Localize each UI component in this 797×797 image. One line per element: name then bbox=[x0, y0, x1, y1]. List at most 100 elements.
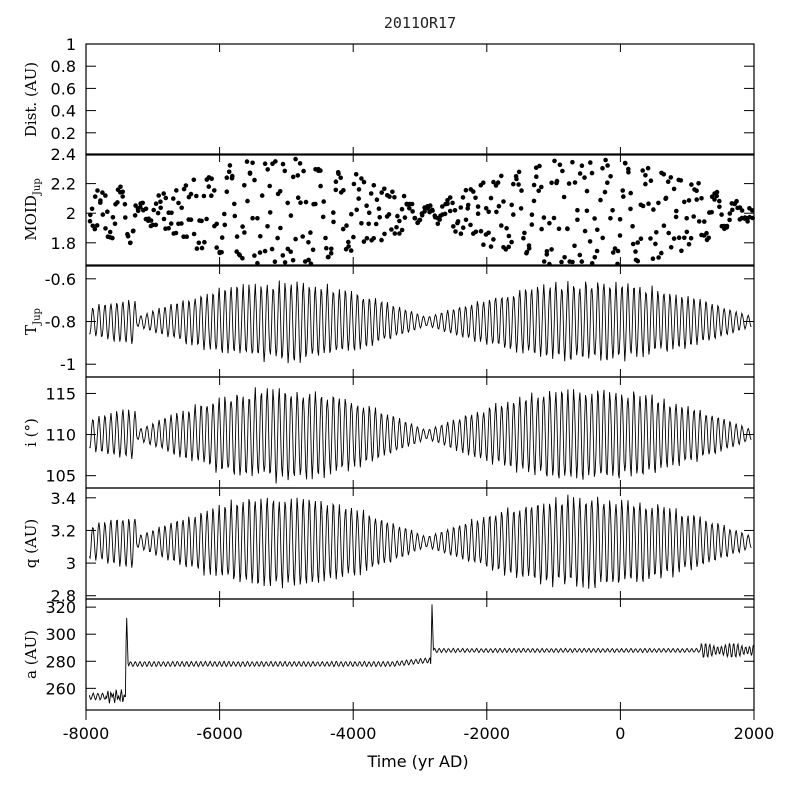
scatter-point-80 bbox=[188, 217, 194, 222]
y-axis-label-dist: Dist. (AU) bbox=[22, 62, 40, 137]
scatter-point-342 bbox=[522, 230, 527, 236]
scatter-point-100 bbox=[214, 245, 219, 250]
scatter-point-178 bbox=[313, 201, 318, 207]
scatter-point-466 bbox=[682, 199, 687, 205]
y-tick-label-moid-0: 1.8 bbox=[51, 234, 76, 253]
y-tick-label-a-1: 280 bbox=[45, 652, 76, 671]
scatter-point-454 bbox=[666, 230, 671, 236]
scatter-point-191 bbox=[331, 219, 336, 225]
scatter-point-502 bbox=[727, 211, 733, 216]
scatter-point-404 bbox=[603, 157, 608, 163]
scatter-point-188 bbox=[325, 254, 331, 260]
panel-frame-dist bbox=[85, 43, 755, 156]
scatter-point-254 bbox=[409, 201, 415, 207]
scatter-point-104 bbox=[219, 235, 225, 240]
scatter-point-197 bbox=[338, 175, 344, 181]
scatter-point-99 bbox=[212, 188, 217, 193]
scatter-point-119 bbox=[237, 253, 243, 258]
scatter-point-168 bbox=[301, 168, 306, 174]
scatter-point-155 bbox=[285, 246, 291, 252]
scatter-point-393 bbox=[587, 239, 593, 244]
scatter-point-463 bbox=[679, 248, 684, 254]
scatter-point-196 bbox=[335, 170, 341, 175]
y-tick-label-incl-0: 105 bbox=[45, 467, 76, 486]
scatter-point-31 bbox=[125, 231, 130, 237]
scatter-point-482 bbox=[702, 219, 707, 224]
scatter-point-303 bbox=[473, 195, 478, 201]
scatter-point-256 bbox=[412, 215, 418, 221]
scatter-point-220 bbox=[366, 210, 372, 216]
scatter-point-167 bbox=[300, 234, 306, 239]
scatter-point-459 bbox=[673, 214, 679, 220]
scatter-point-245 bbox=[399, 206, 405, 212]
scatter-point-209 bbox=[354, 207, 360, 213]
scatter-point-229 bbox=[379, 190, 385, 195]
y-tick-label-a-0: 260 bbox=[45, 679, 76, 698]
scatter-point-477 bbox=[696, 219, 702, 224]
scatter-point-430 bbox=[635, 240, 640, 245]
scatter-point-151 bbox=[280, 253, 286, 258]
scatter-point-285 bbox=[450, 200, 455, 206]
scatter-point-76 bbox=[183, 183, 189, 188]
scatter-point-89 bbox=[199, 245, 205, 251]
scatter-point-423 bbox=[628, 190, 633, 196]
scatter-point-171 bbox=[306, 257, 311, 263]
scatter-point-301 bbox=[471, 189, 476, 194]
scatter-point-399 bbox=[595, 227, 600, 233]
scatter-point-28 bbox=[123, 215, 128, 220]
scatter-point-354 bbox=[536, 188, 541, 194]
scatter-point-439 bbox=[648, 178, 654, 183]
scatter-point-446 bbox=[656, 200, 661, 206]
panel-q: 2.8 3 3.2 3.4 q (AU) bbox=[22, 487, 755, 606]
scatter-point-137 bbox=[262, 248, 268, 254]
scatter-point-208 bbox=[351, 181, 357, 187]
y-axis-label-a: a (AU) bbox=[22, 630, 40, 679]
scatter-point-83 bbox=[191, 177, 197, 183]
scatter-point-364 bbox=[549, 180, 554, 186]
panel-moid: 1.8 2 2.2 2.4 MOIDJup bbox=[22, 145, 755, 267]
scatter-point-360 bbox=[544, 252, 550, 257]
scatter-point-21 bbox=[112, 221, 118, 227]
scatter-point-323 bbox=[499, 223, 504, 228]
scatter-point-267 bbox=[428, 203, 433, 208]
scatter-point-338 bbox=[516, 169, 522, 175]
chart-title: 2011OR17 bbox=[384, 14, 456, 32]
y-axis-label-incl: i (°) bbox=[22, 418, 40, 447]
scatter-point-13 bbox=[103, 193, 108, 198]
scatter-point-190 bbox=[329, 246, 334, 252]
scatter-point-176 bbox=[310, 247, 316, 253]
y-tick-label-dist-1: 0.4 bbox=[51, 102, 76, 121]
scatter-point-163 bbox=[295, 173, 301, 178]
series-line-incl bbox=[89, 387, 752, 484]
scatter-point-483 bbox=[704, 230, 709, 236]
scatter-point-300 bbox=[468, 222, 473, 228]
scatter-point-123 bbox=[242, 183, 247, 188]
scatter-point-402 bbox=[600, 166, 605, 171]
scatter-point-101 bbox=[214, 221, 219, 227]
scatter-point-374 bbox=[562, 254, 567, 260]
scatter-point-417 bbox=[620, 188, 625, 193]
scatter-point-222 bbox=[368, 191, 374, 196]
scatter-point-416 bbox=[617, 233, 623, 238]
x-tick-label-3: -2000 bbox=[464, 724, 511, 743]
scatter-point-223 bbox=[371, 236, 377, 241]
scatter-point-317 bbox=[491, 179, 496, 185]
scatter-point-253 bbox=[410, 209, 415, 214]
scatter-point-275 bbox=[437, 217, 443, 222]
scatter-point-403 bbox=[600, 235, 605, 241]
scatter-point-297 bbox=[465, 206, 471, 211]
scatter-point-106 bbox=[222, 211, 227, 217]
scatter-point-320 bbox=[494, 209, 499, 215]
scatter-point-213 bbox=[359, 176, 364, 181]
scatter-point-218 bbox=[364, 236, 370, 241]
scatter-point-349 bbox=[531, 198, 537, 204]
scatter-point-6 bbox=[95, 188, 100, 193]
scatter-point-474 bbox=[691, 214, 696, 219]
scatter-point-96 bbox=[209, 193, 214, 198]
scatter-point-450 bbox=[661, 172, 667, 177]
y-tick-label-tjup-0: -1 bbox=[60, 355, 76, 374]
scatter-point-105 bbox=[219, 250, 224, 255]
scatter-point-247 bbox=[401, 193, 407, 199]
scatter-point-397 bbox=[592, 254, 598, 260]
